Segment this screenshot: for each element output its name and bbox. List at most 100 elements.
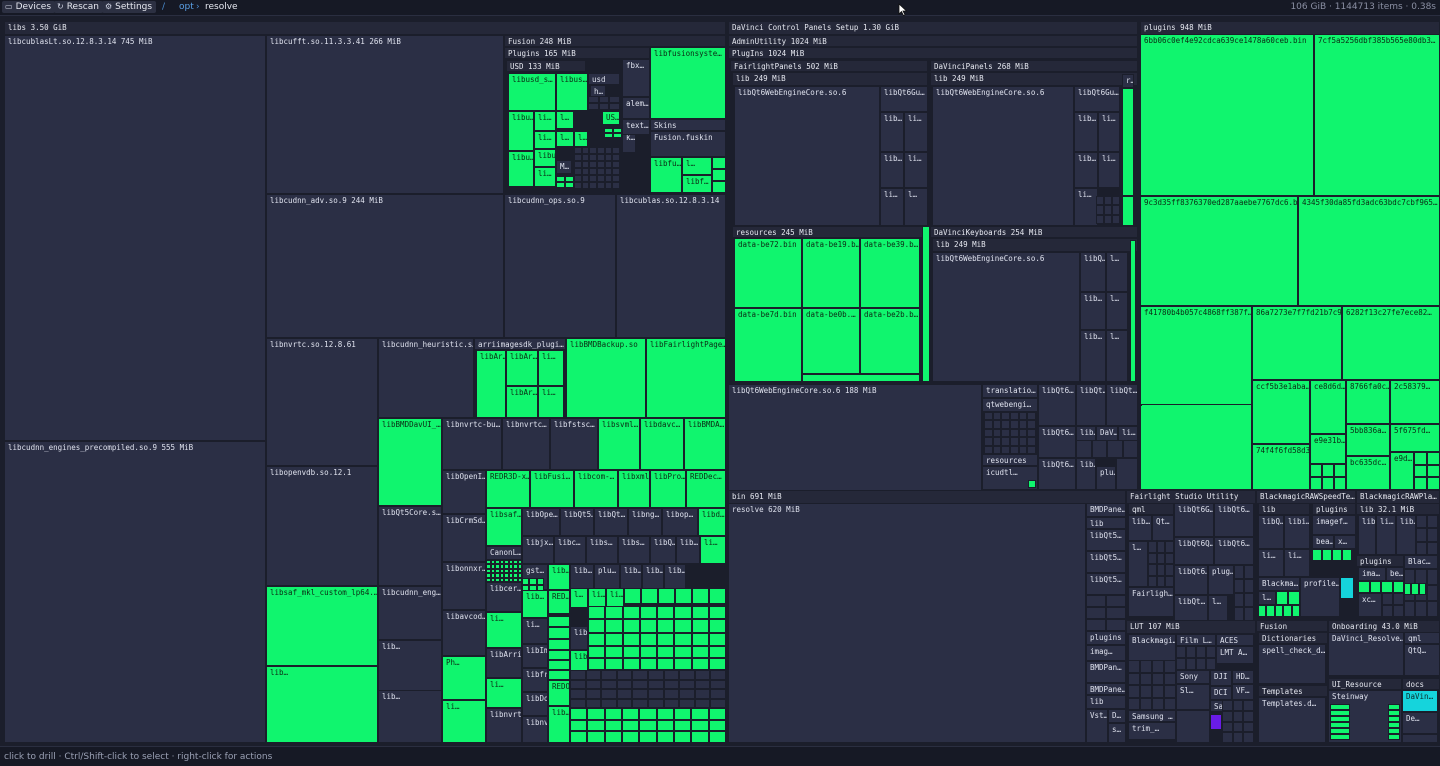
treemap-cell[interactable] (1018, 445, 1028, 454)
treemap-cell[interactable] (548, 616, 570, 628)
treemap-cell[interactable]: libcudnn_ops.so.9 (504, 194, 616, 338)
treemap-cell[interactable]: translatio… (982, 384, 1038, 398)
treemap-group-fairlight_studio[interactable]: Fairlight Studio Utility (1126, 490, 1256, 504)
treemap-cell[interactable] (632, 698, 648, 708)
rescan-button[interactable]: ↻ Rescan (54, 1, 103, 13)
treemap-cell[interactable] (639, 646, 657, 658)
treemap-cell[interactable]: li… (880, 188, 904, 226)
treemap-cell[interactable] (1312, 549, 1322, 561)
treemap-cell[interactable]: lib… (664, 564, 686, 590)
treemap-cell[interactable] (1140, 672, 1152, 685)
treemap-cell[interactable] (922, 226, 930, 382)
treemap-cell[interactable] (581, 154, 590, 161)
treemap-cell[interactable]: DJI (1210, 670, 1232, 686)
treemap-cell[interactable]: libcer… (486, 582, 522, 612)
treemap-cell[interactable]: li… (606, 588, 624, 608)
treemap-cell[interactable] (1330, 716, 1350, 722)
treemap-cell[interactable] (589, 182, 597, 189)
treemap-cell[interactable]: plugins (1086, 631, 1126, 645)
treemap-cell[interactable]: l… (1106, 252, 1128, 292)
treemap-cell[interactable]: DaVin… (1402, 690, 1438, 712)
treemap-cell[interactable]: libQt… (1174, 595, 1208, 621)
treemap-cell[interactable]: LMT A… (1216, 646, 1254, 664)
treemap-cell[interactable]: libsvml… (598, 418, 640, 470)
treemap-cell[interactable] (486, 560, 491, 565)
treemap-cell[interactable]: lib (1358, 515, 1376, 555)
treemap-cell[interactable] (992, 428, 1002, 438)
treemap-cell[interactable] (609, 96, 620, 103)
treemap-cell[interactable] (1128, 672, 1140, 685)
treemap-cell[interactable]: CanonL… (486, 546, 522, 560)
treemap-cell[interactable] (616, 689, 633, 699)
treemap-cell[interactable]: Sl… (1176, 684, 1210, 710)
treemap-cell[interactable] (674, 658, 692, 670)
treemap-cell[interactable]: data-be7d.bin (734, 308, 802, 382)
treemap-cell[interactable] (486, 577, 491, 582)
treemap-cell[interactable]: libQt6… (1038, 384, 1076, 426)
treemap-cell[interactable] (1001, 412, 1010, 421)
treemap-cell[interactable] (1392, 581, 1404, 593)
treemap-cell[interactable]: qtwebengi… (982, 398, 1038, 412)
treemap-cell[interactable] (639, 619, 657, 633)
treemap-cell[interactable] (1334, 477, 1346, 490)
treemap-cell[interactable]: l… (556, 111, 574, 129)
treemap-cell[interactable]: xc… (1358, 593, 1382, 617)
settings-button[interactable]: ⚙ Settings (102, 1, 157, 13)
treemap-cell[interactable]: data-be72.bin (734, 238, 802, 308)
treemap-cell[interactable] (622, 731, 640, 743)
treemap-cell[interactable] (1152, 660, 1164, 673)
treemap-cell[interactable] (1322, 477, 1334, 490)
treemap-cell[interactable]: qml (1404, 632, 1440, 644)
treemap-cell[interactable] (585, 670, 602, 680)
treemap-cell[interactable] (495, 568, 500, 574)
treemap-cell[interactable] (556, 182, 565, 188)
treemap-cell[interactable] (691, 646, 709, 658)
treemap-cell[interactable] (548, 638, 570, 650)
treemap-cell[interactable] (1210, 714, 1222, 730)
treemap-cell[interactable] (1206, 646, 1216, 658)
treemap-cell[interactable] (992, 420, 1002, 429)
treemap-cell[interactable] (556, 176, 565, 182)
treemap-cell[interactable] (597, 147, 605, 154)
treemap-cell[interactable] (639, 632, 657, 646)
treemap-cell[interactable] (574, 175, 582, 182)
treemap-cell[interactable] (622, 708, 640, 720)
treemap-cell[interactable]: alem… (622, 97, 650, 119)
treemap-cell[interactable]: libQt5… (1086, 573, 1126, 595)
breadcrumb-root[interactable]: / (162, 2, 166, 12)
treemap-cell[interactable]: libsaf… (486, 508, 522, 546)
treemap-cell[interactable] (570, 731, 588, 743)
treemap-cell[interactable]: arriimagesdk_plugi… (474, 338, 566, 350)
treemap-cell[interactable] (597, 182, 605, 189)
treemap-cell[interactable] (1122, 196, 1134, 226)
treemap-cell[interactable]: libQt6WebEngineCore.so.6 188 MiB (728, 384, 982, 492)
treemap-cell[interactable] (1310, 464, 1322, 477)
treemap-cell[interactable]: libQt… (1106, 384, 1138, 426)
treemap-cell[interactable]: USD 133 MiB (506, 60, 586, 72)
treemap-cell[interactable]: ACES (1216, 634, 1254, 646)
treemap-cell[interactable] (604, 731, 622, 743)
treemap-cell[interactable]: 5f675fd… (1390, 424, 1440, 452)
treemap-cell[interactable] (536, 578, 544, 585)
treemap-group-blackmagic_raw_player[interactable]: BlackmagicRAWPla… (1356, 490, 1440, 504)
treemap-cell[interactable] (674, 731, 692, 743)
treemap-cell[interactable] (657, 632, 675, 646)
treemap-cell[interactable]: lib… (1080, 330, 1106, 382)
treemap-cell[interactable] (708, 646, 726, 658)
treemap-cell[interactable]: ccf5b3e1aba… (1252, 380, 1310, 444)
treemap-cell[interactable] (1244, 579, 1254, 593)
treemap-cell[interactable]: Qt… (1152, 515, 1174, 541)
treemap-cell[interactable]: bea… (1312, 535, 1334, 549)
treemap-cell[interactable]: libnvrtc.so… (486, 708, 522, 743)
treemap-cell[interactable] (1416, 528, 1427, 542)
treemap-group-bin[interactable]: bin 691 MiB (728, 490, 1126, 504)
treemap-cell[interactable] (587, 719, 605, 732)
treemap-cell[interactable] (1001, 437, 1010, 446)
treemap-cell[interactable] (1156, 552, 1166, 564)
treemap-cell[interactable] (601, 689, 617, 699)
treemap-cell[interactable] (648, 670, 664, 680)
treemap-cell[interactable] (657, 606, 675, 620)
treemap-cell[interactable]: lib… (1074, 152, 1098, 188)
treemap-cell[interactable]: libs… (618, 536, 650, 564)
treemap-cell[interactable]: libQt6WebEngineCore.so.6 (932, 252, 1080, 382)
